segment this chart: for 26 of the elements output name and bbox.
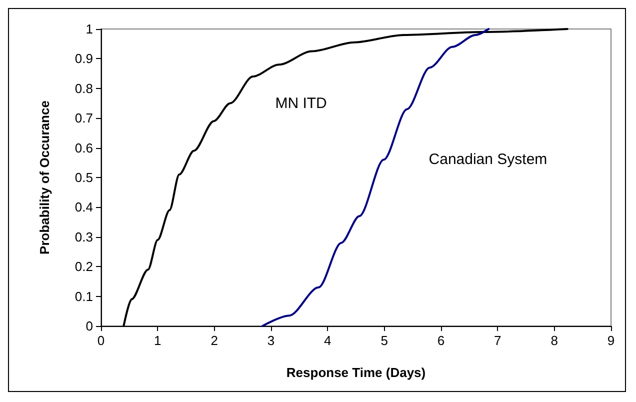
x-tick-label: 7 (494, 333, 502, 348)
y-tick-label: 0.2 (74, 259, 93, 274)
text: Canadian System (428, 151, 548, 168)
x-tick-label: 0 (97, 333, 105, 348)
y-tick-label: 0.3 (74, 229, 93, 244)
y-tick-label: 0 (86, 318, 93, 334)
x-tick-label: 9 (607, 333, 615, 348)
y-axis-title: Probability of Occurance (37, 100, 52, 254)
x-tick-label: 8 (550, 333, 558, 348)
x-tick-label: 4 (324, 333, 332, 348)
x-tick-label: 3 (267, 333, 275, 348)
line-series (262, 28, 490, 327)
x-tick-label: 1 (154, 333, 162, 348)
x-tick-label: 5 (380, 333, 388, 348)
y-tick-label: 0.1 (74, 288, 93, 304)
y-tick-label: 0.4 (74, 200, 93, 215)
y-tick-label: 0.5 (74, 170, 93, 185)
x-axis-title: Response Time (Days) (286, 365, 426, 380)
y-tick-label: 1 (86, 22, 93, 36)
y-tick-label: 0.7 (74, 110, 93, 126)
x-tick-label: 2 (210, 333, 218, 348)
y-tick-label: 0.6 (74, 140, 93, 156)
series-label: MN ITD (275, 94, 328, 112)
y-tick-label: 0.9 (74, 51, 93, 66)
y-tick-label: 0.8 (74, 80, 93, 96)
x-tick-label: 6 (437, 333, 445, 348)
